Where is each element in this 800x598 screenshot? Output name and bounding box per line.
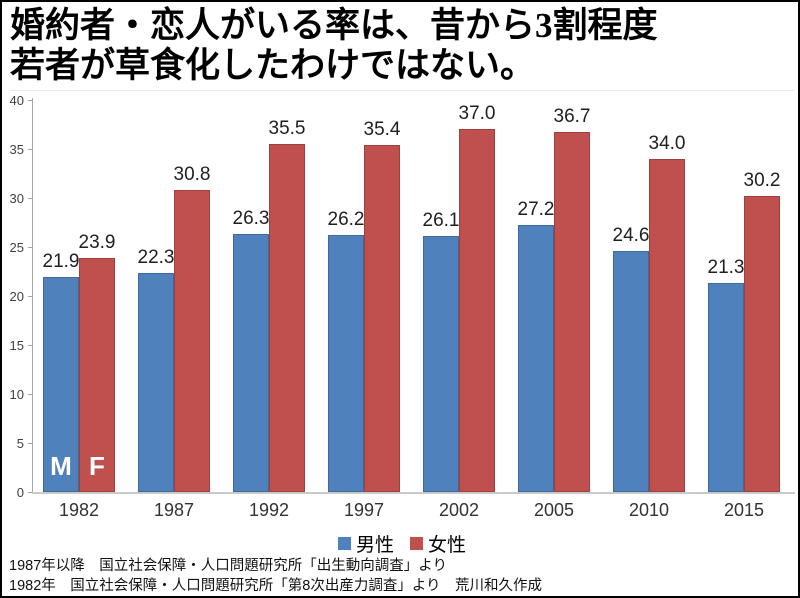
bar-value-label: 21.3 xyxy=(707,257,745,279)
bar-value-label: 37.0 xyxy=(458,103,496,125)
bar-female-1987 xyxy=(174,190,210,492)
y-tick-mark xyxy=(28,198,32,199)
bar-value-label: 30.2 xyxy=(743,170,781,192)
x-category-label: 2005 xyxy=(533,500,575,520)
bar-female-2015 xyxy=(744,196,780,492)
bar-female-2005 xyxy=(554,132,590,492)
x-category-label: 1997 xyxy=(343,500,385,520)
female-color-swatch xyxy=(410,537,423,550)
bar-male-1997 xyxy=(328,235,364,492)
chart-title-line1: 婚約者・恋人がいる率は、昔から3割程度 xyxy=(10,6,658,45)
bar-value-label: 23.9 xyxy=(78,231,116,253)
x-category-label: 1992 xyxy=(248,500,290,520)
bar-male-1992 xyxy=(233,234,269,492)
legend-label-male: 男性 xyxy=(355,535,394,556)
y-tick-mark xyxy=(28,492,32,493)
x-category-label: 1987 xyxy=(153,500,195,520)
x-category-label: 2015 xyxy=(723,500,765,520)
bar-female-1997 xyxy=(364,145,400,492)
bar-male-2015 xyxy=(708,283,744,492)
x-category-label: 2010 xyxy=(628,500,670,520)
y-tick-label: 35 xyxy=(9,142,24,157)
bar-female-2010 xyxy=(649,158,685,492)
bar-value-label: 24.6 xyxy=(612,224,650,246)
y-tick-mark xyxy=(28,394,32,395)
bar-male-2005 xyxy=(518,225,554,492)
y-tick-label: 20 xyxy=(9,289,24,304)
bar-value-label: 36.7 xyxy=(553,106,591,128)
bar-male-1982 xyxy=(43,277,79,492)
bar-female-2002 xyxy=(459,129,495,492)
y-tick-label: 25 xyxy=(9,240,24,255)
y-tick-mark xyxy=(28,443,32,444)
male-color-swatch xyxy=(337,537,351,550)
x-axis xyxy=(32,492,795,494)
bar-value-label: 27.2 xyxy=(517,199,555,221)
bar-value-label: 22.3 xyxy=(137,247,175,269)
y-tick-label: 15 xyxy=(9,338,24,353)
bar-value-label: 34.0 xyxy=(648,132,686,154)
y-tick-mark xyxy=(28,100,32,101)
plot-top-border xyxy=(10,90,794,91)
chart-title-line2: 若者が草食化したわけではない。 xyxy=(10,45,536,85)
bar-value-label: 35.5 xyxy=(268,118,306,140)
source-note-line2: 1982年 国立社会保障・人口問題研究所「第8次出産力調査」より 荒川和久作成 xyxy=(9,577,543,594)
bar-male-1987 xyxy=(138,273,174,492)
bar-value-label: 30.8 xyxy=(173,164,211,186)
y-tick-label: 10 xyxy=(9,387,24,402)
x-category-label: 1982 xyxy=(58,500,100,520)
y-tick-label: 30 xyxy=(9,191,24,206)
bar-value-label: 21.9 xyxy=(42,251,80,273)
bar-value-label: 26.1 xyxy=(422,210,460,232)
legend-item-female: 女性 xyxy=(410,530,466,557)
source-note-line1: 1987年以降 国立社会保障・人口問題研究所「出生動向調査」より xyxy=(9,558,447,574)
y-tick-mark xyxy=(28,345,32,346)
y-tick-label: 5 xyxy=(16,436,24,451)
bar-value-label: 35.4 xyxy=(363,119,401,141)
y-tick-mark xyxy=(28,149,32,150)
y-axis xyxy=(32,98,33,494)
y-tick-mark xyxy=(28,247,32,248)
y-tick-label: 0 xyxy=(16,485,24,500)
bar-value-label: 26.2 xyxy=(327,209,365,231)
source-note: 1987年以降 国立社会保障・人口問題研究所「出生動向調査」より 1982年 国… xyxy=(9,557,789,596)
bar-female-1992 xyxy=(269,144,305,492)
bar-letter-annotation: F xyxy=(89,451,105,481)
bar-letter-annotation: M xyxy=(50,451,72,481)
bar-male-2010 xyxy=(613,250,649,492)
legend-label-female: 女性 xyxy=(428,535,467,556)
y-tick-mark xyxy=(28,296,32,297)
bar-male-2002 xyxy=(423,236,459,492)
legend-item-male: 男性 xyxy=(337,530,394,557)
chart-legend: 男性 女性 xyxy=(2,530,798,557)
x-category-label: 2002 xyxy=(438,500,480,520)
bar-value-label: 26.3 xyxy=(232,208,270,230)
chart-title: 婚約者・恋人がいる率は、昔から3割程度 若者が草食化したわけではない。 xyxy=(10,6,790,86)
y-tick-label: 40 xyxy=(9,93,24,108)
bar-female-1982 xyxy=(79,257,115,492)
